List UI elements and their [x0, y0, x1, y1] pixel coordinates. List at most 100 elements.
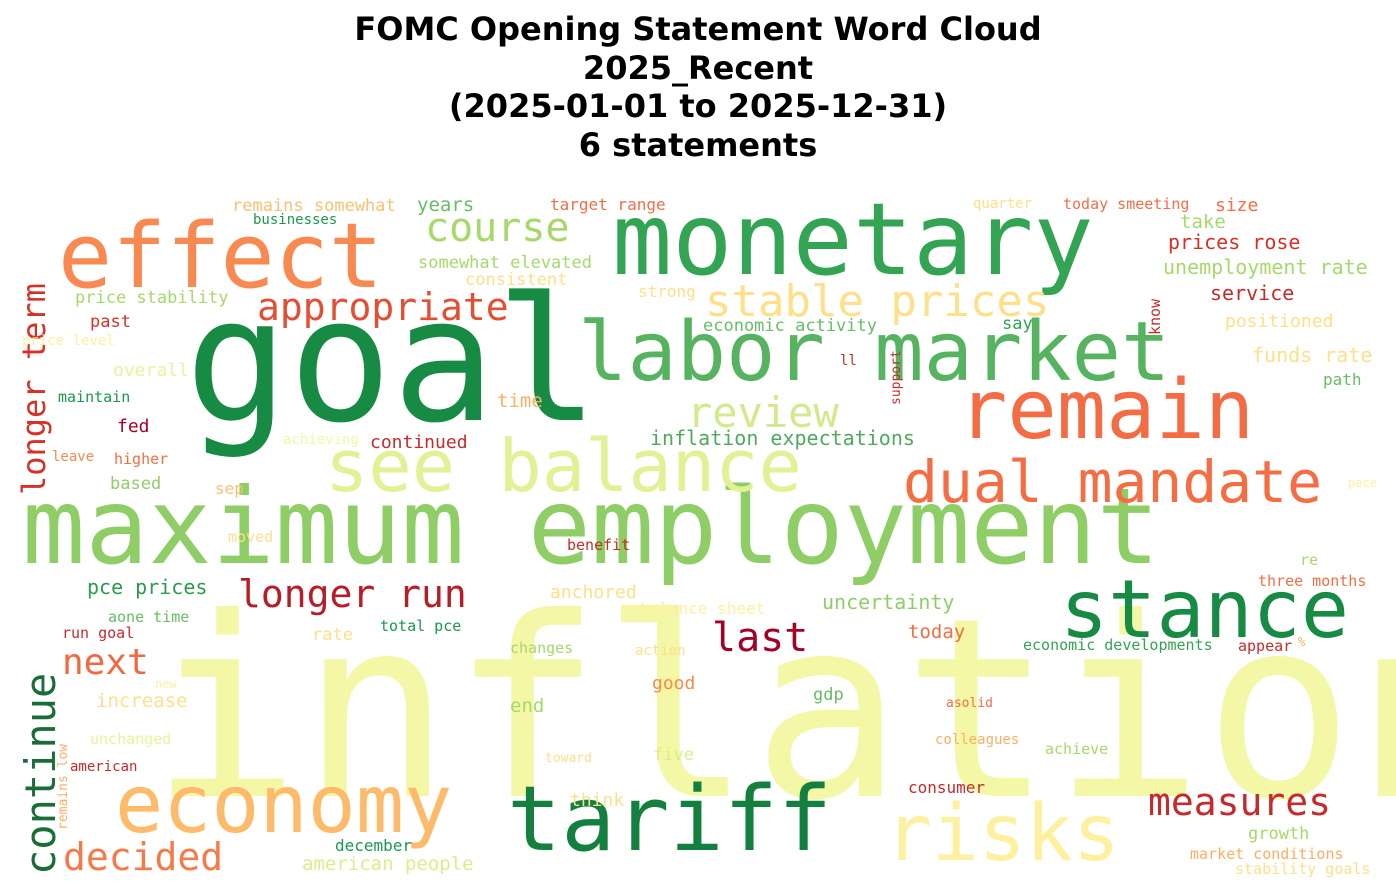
word-size: size [1215, 195, 1259, 216]
word-leave: leave [52, 449, 95, 465]
word-action: action [635, 643, 686, 659]
word-today-smeeting: today smeeting [1063, 195, 1190, 213]
word-years: years [417, 194, 475, 216]
word-symbol: % [1298, 635, 1306, 649]
word-positioned: positioned [1225, 311, 1334, 332]
word-five: five [653, 745, 694, 765]
word-maximum-employment: maximum employment [22, 466, 1160, 588]
word-remains-low: remains low [56, 743, 71, 830]
word-balance-sheet: balance sheet [640, 599, 766, 618]
word-increase: increase [96, 690, 188, 712]
word-total-pce: total pce [380, 617, 462, 635]
word-maintain: maintain [58, 388, 131, 406]
word-next: next [62, 642, 149, 683]
word-uncertainty: uncertainty [822, 590, 955, 614]
word-december: december [335, 836, 413, 855]
word-inflation-expectations: inflation expectations [650, 426, 915, 450]
word-course: course [425, 205, 570, 251]
word-effect: effect [58, 204, 384, 309]
word-stability-goals: stability goals [1235, 860, 1371, 878]
word-risks: risks [885, 789, 1120, 879]
word-decided: decided [63, 835, 224, 879]
word-monetary: monetary [612, 181, 1094, 298]
word-higher: higher [114, 450, 169, 468]
word-pace: pace [1348, 476, 1377, 490]
word-remain: remain [958, 363, 1255, 458]
word-longer-run: longer run [238, 572, 467, 616]
word-service: service [1210, 281, 1295, 305]
word-take: take [1180, 211, 1226, 233]
word-funds-rate: funds rate [1252, 343, 1373, 367]
word-good: good [652, 673, 696, 694]
word-target-range: target range [550, 195, 666, 214]
word-colleagues: colleagues [935, 732, 1020, 748]
word-aone-time: aone time [108, 608, 190, 626]
title-line-4: 6 statements [578, 125, 818, 164]
word-past: past [90, 312, 131, 332]
word-toward: toward [545, 751, 592, 766]
word-consistent: consistent [465, 270, 568, 290]
word-achieving: achieving [283, 432, 359, 448]
word-market-conditions: market conditions [1190, 845, 1344, 863]
word-stable-prices: stable prices [705, 276, 1050, 327]
word-fed: fed [117, 416, 150, 437]
word-appropriate: appropriate [257, 285, 509, 329]
word-achieve: achieve [1045, 740, 1109, 758]
word-new: new [155, 677, 177, 691]
word-unemployment-rate: unemployment rate [1163, 255, 1368, 279]
word-measures: measures [1148, 780, 1332, 824]
title-line-2: 2025_Recent [582, 48, 814, 87]
word-american: american [70, 759, 138, 775]
word-path: path [1323, 370, 1362, 389]
word-overall: overall [113, 360, 189, 381]
title-line-3: (2025-01-01 to 2025-12-31) [448, 87, 948, 125]
chart-title: FOMC Opening Statement Word Cloud 2025_R… [0, 10, 1396, 164]
word-support: support [889, 350, 904, 405]
word-longer-term: longer term [15, 283, 53, 495]
word-dual-mandate: dual mandate [903, 448, 1323, 516]
word-price-level: price level [22, 333, 115, 349]
word-rate: rate [312, 625, 353, 645]
word-quarter: quarter [973, 196, 1033, 212]
word-re: re [1300, 551, 1319, 569]
word-prices-rose: prices rose [1168, 230, 1301, 254]
word-remains-somewhat: remains somewhat [232, 196, 396, 216]
word-changes: changes [510, 639, 574, 657]
word-say: say [1002, 314, 1033, 334]
title-line-1: FOMC Opening Statement Word Cloud [354, 10, 1042, 48]
word-goal: goal [185, 260, 600, 461]
word-inflation: inflation [150, 564, 1396, 855]
word-pce-prices: pce prices [87, 575, 208, 599]
word-labor-market: labor market [578, 305, 1171, 400]
word-today: today [908, 621, 966, 643]
word-based: based [110, 474, 162, 494]
word-ll: ll [840, 353, 857, 369]
word-economic-activity: economic activity [703, 316, 877, 336]
word-economic-developments: economic developments [1023, 636, 1213, 654]
word-unchanged: unchanged [90, 730, 172, 748]
word-benefit: benefit [567, 536, 631, 554]
word-strong: strong [638, 282, 696, 301]
word-last: last [712, 615, 809, 661]
word-appear: appear [1238, 637, 1293, 655]
word-gdp: gdp [813, 685, 844, 705]
word-moved: moved [228, 528, 274, 546]
word-time: time [497, 390, 543, 412]
word-consumer: consumer [908, 778, 986, 797]
word-review: review [687, 388, 839, 437]
word-end: end [510, 695, 545, 717]
word-sep: sep [215, 479, 244, 498]
word-tariff: tariff [507, 767, 833, 872]
word-anchored: anchored [550, 582, 637, 603]
word-american-people: american people [302, 853, 474, 875]
word-growth: growth [1248, 824, 1310, 844]
word-know: know [1146, 298, 1164, 335]
word-see-balance: see balance [325, 424, 802, 508]
word-stance: stance [1060, 563, 1349, 656]
word-three-months: three months [1258, 572, 1367, 590]
word-price-stability: price stability [75, 288, 229, 308]
word-think: think [570, 790, 625, 811]
word-continued: continued [370, 432, 468, 453]
word-businesses: businesses [253, 212, 338, 228]
